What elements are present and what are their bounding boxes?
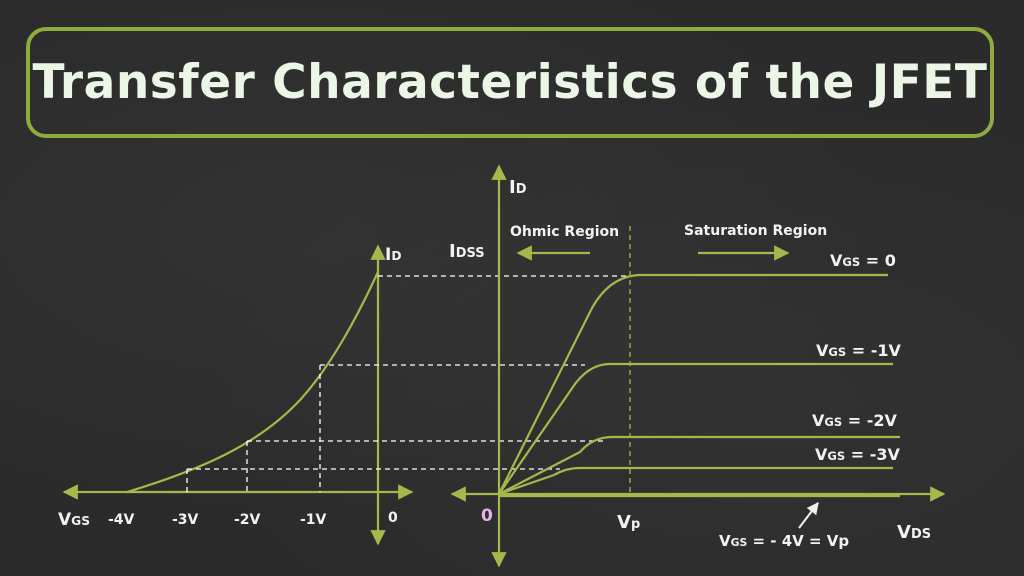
tick-label-minus4v: -4V xyxy=(108,512,135,528)
tick-label-minus1v: -1V xyxy=(300,512,327,528)
transfer-curve xyxy=(126,271,379,494)
origin-label: 0 xyxy=(481,506,493,526)
diagram-title: Transfer Characteristics of the JFET xyxy=(32,55,988,110)
idss-label: IDSS xyxy=(449,241,485,262)
transfer-id-label: ID xyxy=(385,245,401,265)
ohmic-region-label: Ohmic Region xyxy=(510,224,619,240)
transfer-vgs-label: VGS xyxy=(58,510,90,530)
curve-label-vgs-minus3: VGS = -3V xyxy=(815,445,900,464)
curve-vgs-minus3 xyxy=(498,466,893,496)
vds-label: VDS xyxy=(897,522,931,543)
title-frame: Transfer Characteristics of the JFET xyxy=(26,27,994,138)
curve-vgs-minus2 xyxy=(498,435,900,495)
tick-label-minus2v: -2V xyxy=(234,512,261,528)
cutoff-label: VGS = - 4V = Vp xyxy=(719,532,849,550)
output-plot xyxy=(450,164,946,568)
tick-label-minus3v: -3V xyxy=(172,512,199,528)
output-id-label: ID xyxy=(509,177,527,198)
curve-vgs-0 xyxy=(498,273,888,495)
cutoff-pointer-arrow xyxy=(798,502,819,529)
curve-label-vgs-0: VGS = 0 xyxy=(830,251,896,270)
saturation-region-label: Saturation Region xyxy=(684,223,827,239)
curve-label-vgs-minus2: VGS = -2V xyxy=(812,411,897,430)
tick-label-zero: 0 xyxy=(388,510,398,526)
curve-vgs-minus1 xyxy=(498,362,893,495)
vp-label: Vp xyxy=(617,512,640,533)
transfer-plot xyxy=(62,244,414,546)
curve-label-vgs-minus1: VGS = -1V xyxy=(816,341,901,360)
